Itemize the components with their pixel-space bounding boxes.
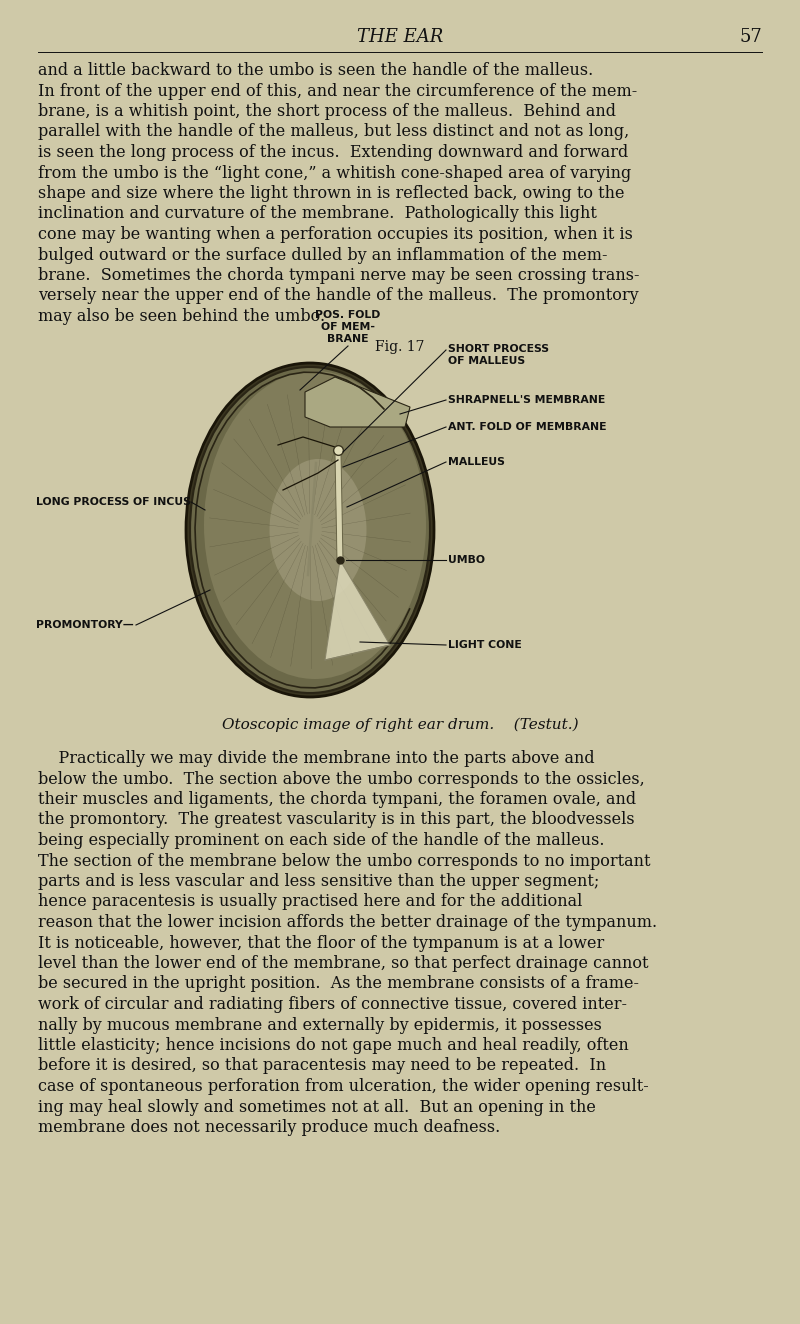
Text: OF MALLEUS: OF MALLEUS: [448, 356, 525, 365]
Text: PROMONTORY—: PROMONTORY—: [36, 620, 134, 630]
Text: brane.  Sometimes the chorda tympani nerve may be seen crossing trans-: brane. Sometimes the chorda tympani nerv…: [38, 267, 639, 285]
Text: level than the lower end of the membrane, so that perfect drainage cannot: level than the lower end of the membrane…: [38, 955, 649, 972]
Text: inclination and curvature of the membrane.  Pathologically this light: inclination and curvature of the membran…: [38, 205, 597, 222]
Text: may also be seen behind the umbo.: may also be seen behind the umbo.: [38, 308, 325, 324]
Ellipse shape: [190, 367, 430, 692]
Text: Practically we may divide the membrane into the parts above and: Practically we may divide the membrane i…: [38, 749, 594, 767]
Text: cone may be wanting when a perforation occupies its position, when it is: cone may be wanting when a perforation o…: [38, 226, 633, 244]
Ellipse shape: [186, 363, 434, 696]
Text: hence paracentesis is usually practised here and for the additional: hence paracentesis is usually practised …: [38, 894, 582, 911]
Text: SHRAPNELL'S MEMBRANE: SHRAPNELL'S MEMBRANE: [448, 395, 606, 405]
Text: shape and size where the light thrown in is reflected back, owing to the: shape and size where the light thrown in…: [38, 185, 625, 203]
Text: before it is desired, so that paracentesis may need to be repeated.  In: before it is desired, so that paracentes…: [38, 1058, 606, 1075]
Text: case of spontaneous perforation from ulceration, the wider opening result-: case of spontaneous perforation from ulc…: [38, 1078, 649, 1095]
Text: little elasticity; hence incisions do not gape much and heal readily, often: little elasticity; hence incisions do no…: [38, 1037, 629, 1054]
Text: membrane does not necessarily produce much deafness.: membrane does not necessarily produce mu…: [38, 1119, 500, 1136]
Text: SHORT PROCESS: SHORT PROCESS: [448, 344, 549, 354]
Text: UMBO: UMBO: [448, 555, 485, 565]
Text: the promontory.  The greatest vascularity is in this part, the bloodvessels: the promontory. The greatest vascularity…: [38, 812, 634, 829]
Text: and a little backward to the umbo is seen the handle of the malleus.: and a little backward to the umbo is see…: [38, 62, 594, 79]
Text: from the umbo is the “light cone,” a whitish cone-shaped area of varying: from the umbo is the “light cone,” a whi…: [38, 164, 631, 181]
Text: below the umbo.  The section above the umbo corresponds to the ossicles,: below the umbo. The section above the um…: [38, 771, 645, 788]
Text: LONG PROCESS OF INCUS: LONG PROCESS OF INCUS: [36, 496, 191, 507]
Polygon shape: [305, 377, 410, 428]
Text: being especially prominent on each side of the handle of the malleus.: being especially prominent on each side …: [38, 831, 605, 849]
Ellipse shape: [270, 459, 366, 601]
Text: versely near the upper end of the handle of the malleus.  The promontory: versely near the upper end of the handle…: [38, 287, 638, 305]
Text: LIGHT CONE: LIGHT CONE: [448, 639, 522, 650]
Text: reason that the lower incision affords the better drainage of the tympanum.: reason that the lower incision affords t…: [38, 914, 657, 931]
Text: work of circular and radiating fibers of connective tissue, covered inter-: work of circular and radiating fibers of…: [38, 996, 627, 1013]
Ellipse shape: [204, 371, 426, 679]
Text: In front of the upper end of this, and near the circumference of the mem-: In front of the upper end of this, and n…: [38, 82, 638, 99]
Text: be secured in the upright position.  As the membrane consists of a frame-: be secured in the upright position. As t…: [38, 976, 639, 993]
Text: BRANE: BRANE: [327, 334, 369, 344]
Text: Otoscopic image of right ear drum.    (Testut.): Otoscopic image of right ear drum. (Test…: [222, 718, 578, 732]
Text: is seen the long process of the incus.  Extending downward and forward: is seen the long process of the incus. E…: [38, 144, 628, 162]
Text: parts and is less vascular and less sensitive than the upper segment;: parts and is less vascular and less sens…: [38, 873, 599, 890]
Text: POS. FOLD: POS. FOLD: [315, 310, 381, 320]
Text: 57: 57: [739, 28, 762, 46]
Text: their muscles and ligaments, the chorda tympani, the foramen ovale, and: their muscles and ligaments, the chorda …: [38, 790, 636, 808]
Text: ANT. FOLD OF MEMBRANE: ANT. FOLD OF MEMBRANE: [448, 422, 606, 432]
Text: MALLEUS: MALLEUS: [448, 457, 505, 467]
Text: bulged outward or the surface dulled by an inflammation of the mem-: bulged outward or the surface dulled by …: [38, 246, 607, 263]
Text: parallel with the handle of the malleus, but less distinct and not as long,: parallel with the handle of the malleus,…: [38, 123, 630, 140]
Text: ing may heal slowly and sometimes not at all.  But an opening in the: ing may heal slowly and sometimes not at…: [38, 1099, 596, 1116]
Text: Fig. 17: Fig. 17: [375, 340, 425, 355]
Text: brane, is a whitish point, the short process of the malleus.  Behind and: brane, is a whitish point, the short pro…: [38, 103, 616, 120]
Text: The section of the membrane below the umbo corresponds to no important: The section of the membrane below the um…: [38, 853, 650, 870]
Text: nally by mucous membrane and externally by epidermis, it possesses: nally by mucous membrane and externally …: [38, 1017, 602, 1034]
Polygon shape: [325, 560, 390, 659]
Text: OF MEM-: OF MEM-: [321, 322, 375, 332]
Text: It is noticeable, however, that the floor of the tympanum is at a lower: It is noticeable, however, that the floo…: [38, 935, 604, 952]
Text: THE EAR: THE EAR: [357, 28, 443, 46]
